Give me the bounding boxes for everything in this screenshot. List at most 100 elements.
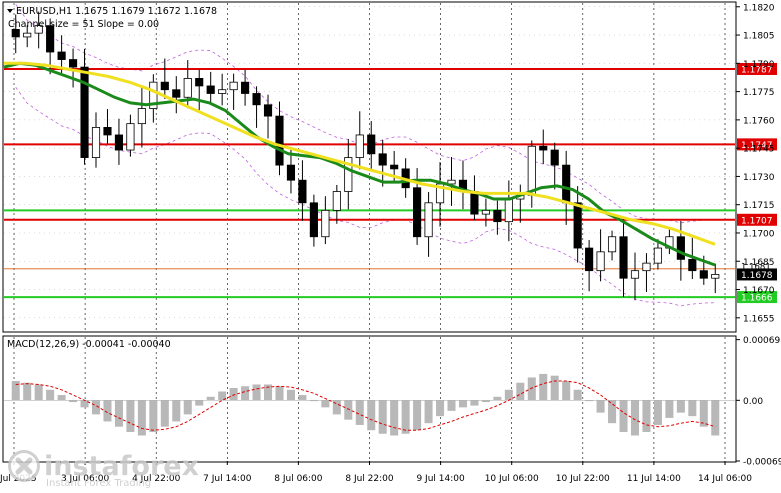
time-tick-label: 11 Jul 14:00 xyxy=(627,474,681,484)
macd-histogram-bar xyxy=(516,382,525,401)
candle-body-bear xyxy=(241,81,250,94)
candle[interactable] xyxy=(275,101,284,176)
candle[interactable] xyxy=(309,194,318,247)
candle[interactable] xyxy=(344,139,353,210)
candle-body-bear xyxy=(252,93,261,106)
candle[interactable] xyxy=(103,109,112,144)
candle[interactable] xyxy=(172,76,181,114)
candle-body-bear xyxy=(699,270,708,279)
candle-body-bear xyxy=(286,164,296,181)
triangle-down-icon xyxy=(7,9,13,13)
candle-body-bear xyxy=(46,25,55,53)
macd-histogram-bar xyxy=(630,400,640,436)
macd-histogram-bar xyxy=(195,400,204,406)
candle-body-bull xyxy=(527,145,536,196)
candle[interactable] xyxy=(252,86,261,128)
candle-body-bull xyxy=(711,274,720,279)
candle[interactable] xyxy=(114,118,124,165)
candle-body-bull xyxy=(321,209,330,238)
candle-body-bull xyxy=(607,236,617,253)
macd-histogram-bar xyxy=(103,400,112,422)
candle[interactable] xyxy=(206,71,215,104)
candle[interactable] xyxy=(355,111,364,170)
macd-histogram-bar xyxy=(275,386,284,401)
ma_slow-line xyxy=(4,61,716,246)
price-tick-label: 1.1745 xyxy=(743,145,775,155)
macd-histogram-bar xyxy=(390,400,399,436)
candle[interactable] xyxy=(481,198,490,227)
price-tick-label: 1.1775 xyxy=(743,88,775,98)
candle[interactable] xyxy=(630,252,640,301)
candle[interactable] xyxy=(424,192,433,257)
candle[interactable] xyxy=(642,253,651,292)
candle[interactable] xyxy=(573,186,582,263)
main-pane[interactable] xyxy=(2,1,737,333)
candle[interactable] xyxy=(149,74,158,123)
candle[interactable] xyxy=(550,142,559,190)
candle-body-bear xyxy=(550,149,559,166)
macd-histogram-bar xyxy=(298,395,307,401)
candle[interactable] xyxy=(263,94,273,139)
candle[interactable] xyxy=(241,69,250,106)
candle[interactable] xyxy=(653,239,662,270)
macd-tick-label: -0.00069 xyxy=(743,458,781,468)
price-tick-label: 1.1820 xyxy=(743,3,775,13)
macd-histogram-bar xyxy=(711,400,720,436)
candle-body-bear xyxy=(172,89,181,98)
candle[interactable] xyxy=(69,48,78,88)
macd-histogram-bar xyxy=(172,400,181,422)
candle-body-bull xyxy=(630,270,640,279)
candle[interactable] xyxy=(367,121,376,169)
macd-histogram-bar xyxy=(321,400,330,408)
candle[interactable] xyxy=(195,69,204,111)
price-tick-label: 1.1685 xyxy=(743,258,775,268)
macd-histogram-bar xyxy=(355,400,364,425)
candle[interactable] xyxy=(332,184,341,224)
candle[interactable] xyxy=(34,11,43,49)
candle[interactable] xyxy=(711,263,720,294)
time-tick-label: 8 Jul 22:00 xyxy=(345,474,394,484)
candle[interactable] xyxy=(585,240,594,292)
candle[interactable] xyxy=(126,114,135,157)
current-price-tag-label: 1.1678 xyxy=(741,271,773,281)
macd-histogram-bar xyxy=(447,400,456,411)
candle[interactable] xyxy=(607,230,617,261)
candle[interactable] xyxy=(160,58,169,99)
candle[interactable] xyxy=(321,196,330,245)
candle[interactable] xyxy=(80,49,89,165)
candle[interactable] xyxy=(378,139,387,187)
candle[interactable] xyxy=(218,73,227,106)
candle-body-bear xyxy=(103,127,112,136)
candle[interactable] xyxy=(91,112,101,168)
candle-body-bear xyxy=(367,134,376,155)
macd-histogram-bar xyxy=(367,400,376,431)
macd-histogram-bar xyxy=(401,400,410,434)
macd-histogram-bar xyxy=(504,389,513,401)
macd-histogram-bar xyxy=(653,400,662,425)
candle[interactable] xyxy=(23,25,32,48)
candle-body-bear xyxy=(160,81,169,91)
candle-body-bull xyxy=(596,251,605,272)
candle[interactable] xyxy=(619,217,628,298)
macd-histogram-bar xyxy=(527,377,536,401)
macd-histogram-bar xyxy=(665,400,674,418)
candle-body-bull xyxy=(332,191,341,211)
candle[interactable] xyxy=(229,73,238,110)
candle[interactable] xyxy=(298,160,307,221)
macd-histogram-bar xyxy=(160,400,169,427)
candle[interactable] xyxy=(539,129,548,165)
candle-body-bear xyxy=(11,28,20,38)
candle[interactable] xyxy=(137,85,146,148)
candle[interactable] xyxy=(447,157,456,206)
price-tick-label: 1.1700 xyxy=(743,229,775,239)
macd-histogram-bar xyxy=(309,400,318,402)
macd-histogram-bar xyxy=(596,400,605,413)
candle[interactable] xyxy=(286,148,296,194)
time-tick-label: 7 Jul 14:00 xyxy=(203,474,252,484)
candle[interactable] xyxy=(493,200,502,235)
candle[interactable] xyxy=(596,229,605,282)
candle[interactable] xyxy=(11,14,20,54)
channel-lower-line xyxy=(15,86,716,307)
price-tick-label: 1.1715 xyxy=(743,201,775,211)
